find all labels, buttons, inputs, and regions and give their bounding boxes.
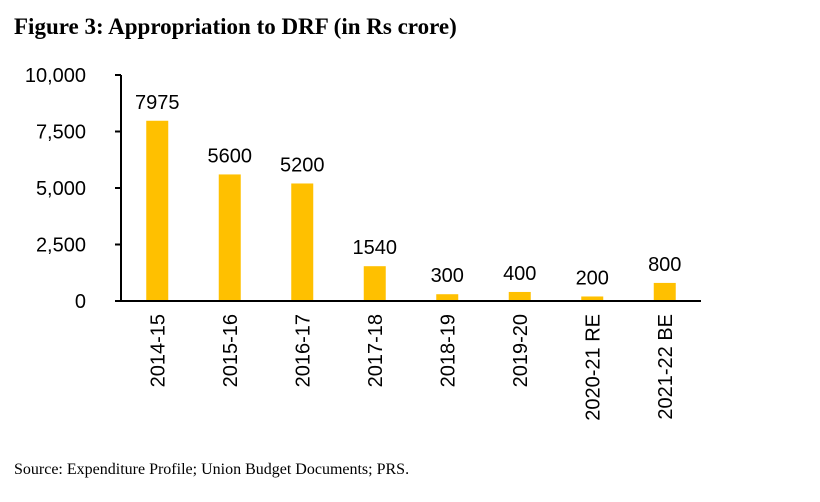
bar bbox=[146, 120, 169, 301]
category-label: 2018-19 bbox=[437, 314, 459, 387]
y-axis-ticks: 0 2,500 5,000 7,500 10,000 bbox=[25, 65, 121, 313]
y-tick-label: 2,500 bbox=[36, 235, 86, 257]
category-label: 2021-22 BE bbox=[655, 314, 677, 420]
bar bbox=[653, 282, 676, 301]
bar bbox=[508, 291, 531, 301]
bar bbox=[218, 174, 241, 301]
data-label: 400 bbox=[503, 263, 536, 285]
y-tick-label: 10,000 bbox=[25, 65, 86, 87]
data-label: 1540 bbox=[353, 237, 398, 259]
data-labels: 7975 5600 5200 1540 300 400 200 800 bbox=[135, 92, 681, 290]
data-label: 200 bbox=[576, 267, 609, 289]
figure-title: Figure 3: Appropriation to DRF (in Rs cr… bbox=[14, 14, 457, 39]
data-label: 300 bbox=[431, 265, 464, 287]
data-label: 5600 bbox=[208, 145, 253, 167]
bar bbox=[436, 294, 459, 301]
category-label: 2015-16 bbox=[220, 314, 242, 387]
category-label: 2019-20 bbox=[510, 314, 532, 387]
data-label: 800 bbox=[648, 254, 681, 276]
category-label: 2016-17 bbox=[292, 314, 314, 387]
source-note: Source: Expenditure Profile; Union Budge… bbox=[14, 461, 410, 478]
y-tick-label: 0 bbox=[75, 291, 86, 313]
category-label: 2014-15 bbox=[147, 314, 169, 387]
bars bbox=[146, 120, 676, 301]
bar bbox=[363, 266, 386, 301]
data-label: 7975 bbox=[135, 92, 180, 114]
category-label: 2020-21 RE bbox=[582, 314, 604, 421]
category-label: 2017-18 bbox=[365, 314, 387, 387]
y-tick-label: 7,500 bbox=[36, 122, 86, 144]
data-label: 5200 bbox=[280, 154, 325, 176]
bar bbox=[291, 183, 314, 301]
bar bbox=[581, 296, 604, 301]
category-labels: 2014-15 2015-16 2016-17 2017-18 2018-19 2019-… bbox=[147, 314, 677, 421]
y-tick-label: 5,000 bbox=[36, 178, 86, 200]
